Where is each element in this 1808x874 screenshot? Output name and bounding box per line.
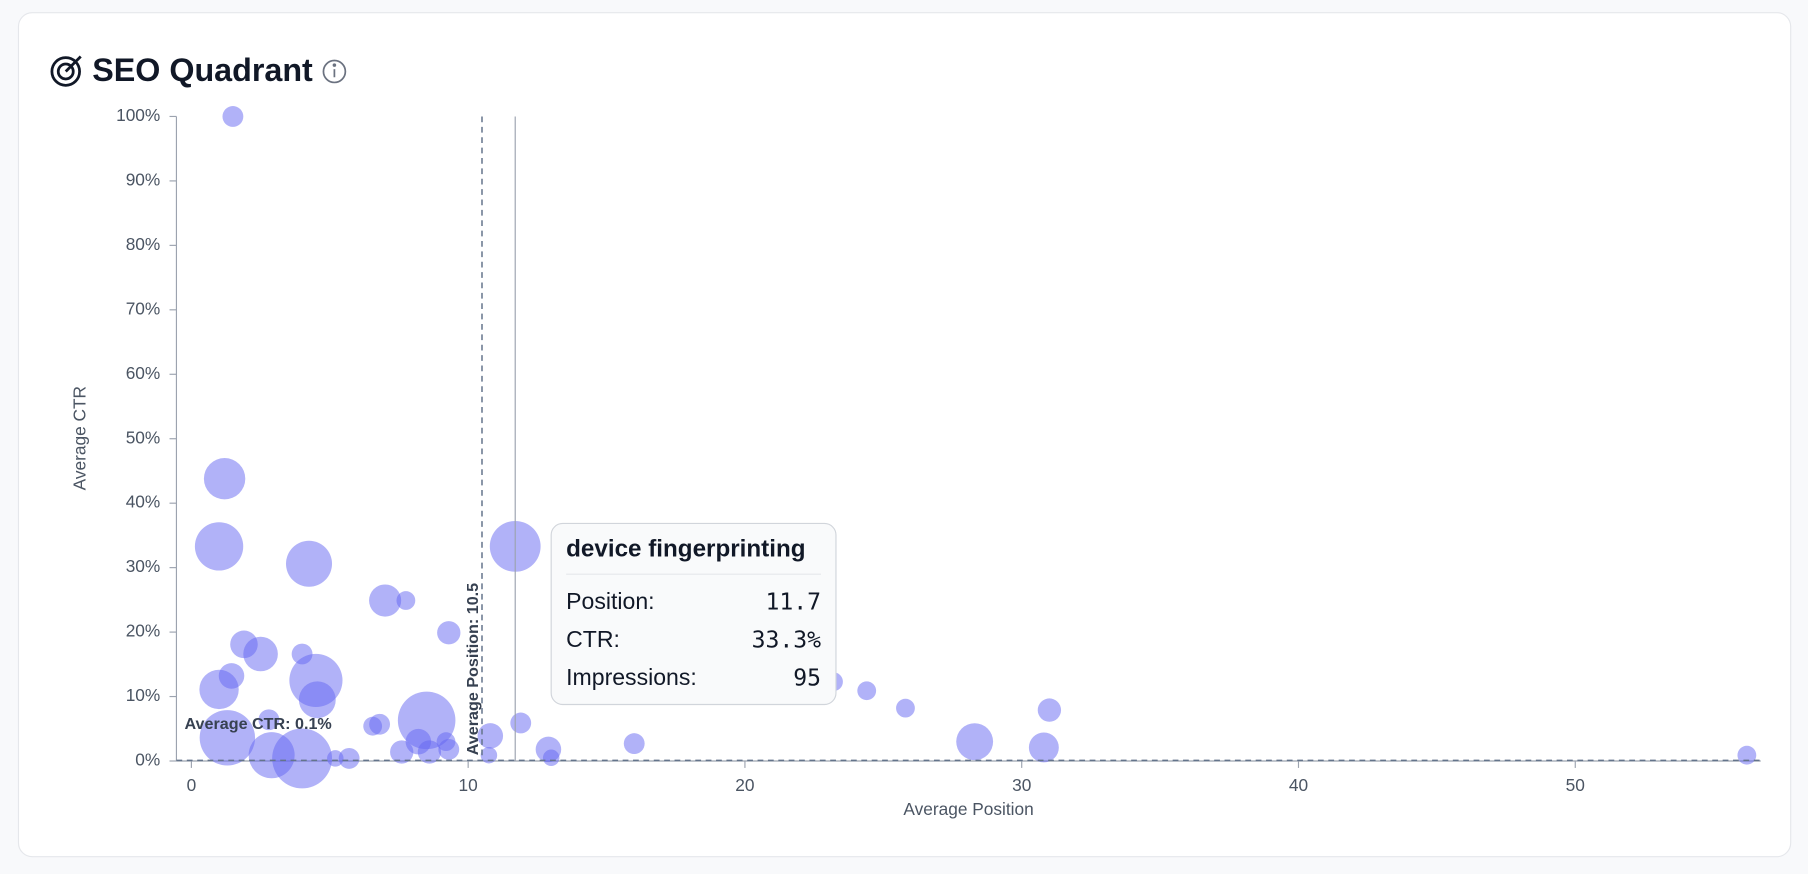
tooltip-label: CTR: <box>566 626 620 652</box>
bubble <box>363 716 383 736</box>
bubble <box>1037 698 1062 722</box>
y-tick-label: 60% <box>126 363 161 383</box>
x-tick-label: 20 <box>735 775 754 795</box>
y-tick-label: 30% <box>126 556 161 576</box>
bubble <box>896 698 915 718</box>
y-tick-label: 100% <box>116 105 160 125</box>
card <box>17 12 1792 858</box>
chart-title: SEO Quadrant <box>92 52 313 88</box>
bubble <box>285 540 333 587</box>
y-tick-label: 50% <box>126 427 161 447</box>
bubble <box>258 709 280 731</box>
bubble <box>199 669 239 710</box>
x-tick-label: 0 <box>187 775 197 795</box>
bubble <box>203 458 246 500</box>
bubble <box>1028 732 1059 763</box>
tooltip: device fingerprinting Position: 11.7 CTR: 3… <box>550 522 837 706</box>
bubble <box>542 749 560 767</box>
bubble <box>243 636 278 672</box>
x-tick-label: 50 <box>1566 775 1585 795</box>
bubble <box>194 522 244 571</box>
y-tick-label: 0% <box>135 750 160 770</box>
bubble <box>390 740 414 764</box>
y-axis-label: Average CTR <box>69 386 89 490</box>
bubble <box>510 712 532 734</box>
bubble <box>477 723 504 749</box>
x-tick-label: 30 <box>1012 775 1031 795</box>
info-icon[interactable] <box>322 59 347 84</box>
bubble <box>857 681 877 701</box>
bubble <box>438 738 460 760</box>
y-tick-label: 90% <box>126 169 161 189</box>
tooltip-title: device fingerprinting <box>566 535 805 562</box>
bubble <box>396 591 416 610</box>
tooltip-label: Impressions: <box>566 664 697 690</box>
bubble <box>480 746 498 764</box>
tooltip-value: 95 <box>793 666 821 692</box>
bubble <box>417 740 442 764</box>
y-tick-label: 70% <box>126 298 161 318</box>
bubble <box>199 710 256 766</box>
avg-position-label: Average Position: 10.5 <box>464 583 482 755</box>
bubble <box>338 748 360 769</box>
bubble <box>1737 745 1757 765</box>
tooltip-value: 33.3% <box>752 628 822 654</box>
bubble <box>623 733 645 755</box>
bubble <box>369 584 402 617</box>
bubble <box>272 728 333 789</box>
y-tick-label: 40% <box>126 492 161 512</box>
x-tick-label: 10 <box>459 775 478 795</box>
x-tick-label: 40 <box>1289 775 1308 795</box>
y-tick-label: 20% <box>126 621 161 641</box>
bubble <box>437 621 461 645</box>
plot: 0% 10% 20% 30% 40% 50% 60% 70% 80% 90% 100% 0 10 20 30… <box>116 105 1761 795</box>
tooltip-label: Position: <box>566 588 654 614</box>
y-tick-label: 80% <box>126 234 161 254</box>
bubble <box>298 681 336 719</box>
y-tick-label: 10% <box>126 685 161 705</box>
bubble <box>327 750 344 767</box>
x-axis-label: Average Position <box>903 799 1033 819</box>
tooltip-value: 11.7 <box>765 590 821 616</box>
avg-ctr-label: Average CTR: 0.1% <box>185 715 332 733</box>
bubble <box>956 723 994 761</box>
bubble <box>222 106 244 127</box>
target-icon <box>50 55 82 87</box>
tooltip-box <box>550 522 837 706</box>
